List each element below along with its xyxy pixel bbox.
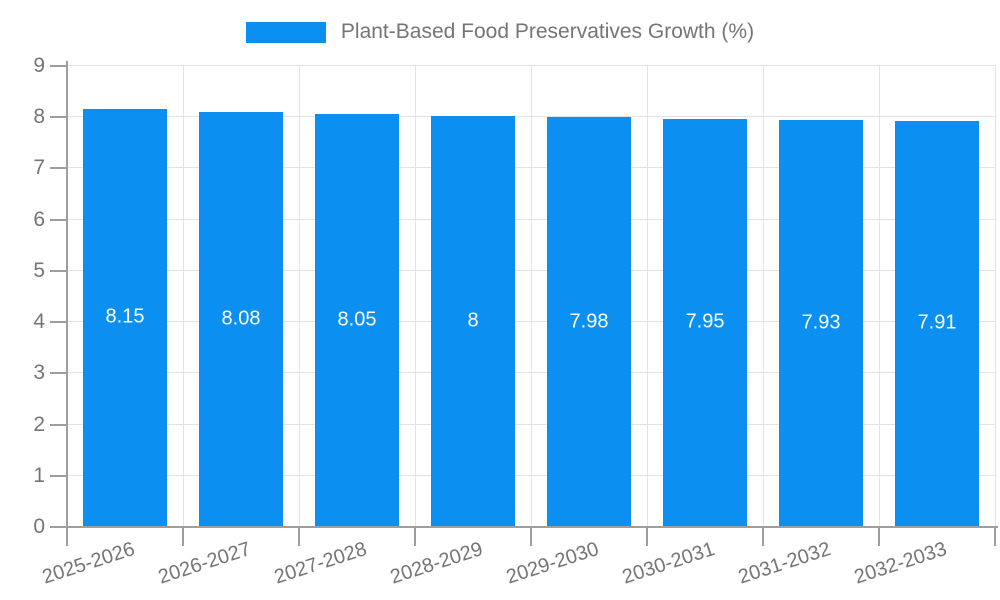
y-axis-tick bbox=[50, 167, 67, 170]
bar[interactable] bbox=[895, 120, 979, 526]
bar-value-label: 7.95 bbox=[685, 310, 725, 333]
y-axis-tick-label: 6 bbox=[33, 207, 45, 231]
v-gridline bbox=[647, 65, 648, 526]
y-axis-tick-label: 1 bbox=[33, 463, 45, 487]
x-axis-category-label: 2026-2027 bbox=[156, 538, 254, 589]
y-axis-tick-label: 8 bbox=[33, 105, 45, 129]
y-axis-tick-label: 3 bbox=[33, 361, 45, 385]
bar[interactable] bbox=[83, 108, 167, 526]
v-gridline bbox=[299, 65, 300, 526]
x-axis-category-label: 2031-2032 bbox=[736, 538, 834, 589]
y-axis-tick-label: 7 bbox=[33, 156, 45, 180]
y-axis-tick bbox=[50, 218, 67, 221]
x-axis-category-label: 2029-2030 bbox=[504, 538, 602, 589]
v-gridline bbox=[415, 65, 416, 526]
v-gridline bbox=[763, 65, 764, 526]
x-axis-tick bbox=[182, 526, 184, 546]
x-axis-line bbox=[67, 526, 998, 528]
bar-value-label: 8.08 bbox=[221, 307, 261, 330]
x-axis-tick bbox=[646, 526, 648, 546]
bar-value-label: 8 bbox=[467, 309, 479, 332]
legend-swatch bbox=[245, 21, 326, 43]
chart-legend[interactable]: Plant-Based Food Preservatives Growth (%… bbox=[0, 20, 1000, 44]
y-axis-tick bbox=[50, 116, 67, 119]
y-axis-tick bbox=[50, 423, 67, 426]
y-axis-tick-label: 0 bbox=[33, 515, 45, 538]
x-axis-tick bbox=[414, 526, 416, 546]
bar[interactable] bbox=[315, 113, 399, 526]
y-axis-tick bbox=[50, 269, 67, 272]
bar[interactable] bbox=[663, 118, 747, 526]
y-axis-line bbox=[66, 61, 68, 546]
x-axis-tick bbox=[878, 526, 880, 546]
v-gridline bbox=[995, 65, 996, 526]
y-axis-tick-label: 4 bbox=[33, 310, 45, 334]
y-axis-tick bbox=[50, 526, 67, 528]
bar[interactable] bbox=[199, 112, 283, 526]
bar[interactable] bbox=[779, 119, 863, 526]
x-axis-category-label: 2028-2029 bbox=[388, 538, 486, 589]
x-axis-category-label: 2032-2033 bbox=[852, 538, 950, 589]
y-axis-tick-label: 2 bbox=[33, 412, 45, 436]
x-axis-tick bbox=[530, 526, 532, 546]
y-axis-tick bbox=[50, 65, 67, 67]
bar-value-label: 7.93 bbox=[801, 311, 841, 334]
x-axis-category-label: 2030-2031 bbox=[620, 538, 718, 589]
x-axis-tick bbox=[298, 526, 300, 546]
legend-label: Plant-Based Food Preservatives Growth (%… bbox=[340, 20, 755, 43]
y-axis-tick-label: 5 bbox=[33, 258, 45, 282]
x-axis-category-label: 2027-2028 bbox=[272, 538, 370, 589]
v-gridline bbox=[879, 65, 880, 526]
y-axis-tick bbox=[50, 321, 67, 324]
v-gridline bbox=[531, 65, 532, 526]
v-gridline bbox=[183, 65, 184, 526]
y-axis-tick bbox=[50, 372, 67, 375]
x-axis-tick bbox=[762, 526, 764, 546]
bar-value-label: 7.98 bbox=[569, 310, 609, 333]
y-axis-tick-label: 9 bbox=[33, 54, 45, 77]
x-axis-category-label: 2025-2026 bbox=[40, 538, 138, 589]
x-axis-tick bbox=[994, 526, 996, 546]
bar-value-label: 7.91 bbox=[917, 311, 957, 334]
y-axis-tick bbox=[50, 474, 67, 477]
bar[interactable] bbox=[547, 117, 631, 526]
bar[interactable] bbox=[431, 116, 515, 526]
bar-value-label: 8.05 bbox=[337, 308, 377, 331]
bar-value-label: 8.15 bbox=[105, 305, 145, 328]
